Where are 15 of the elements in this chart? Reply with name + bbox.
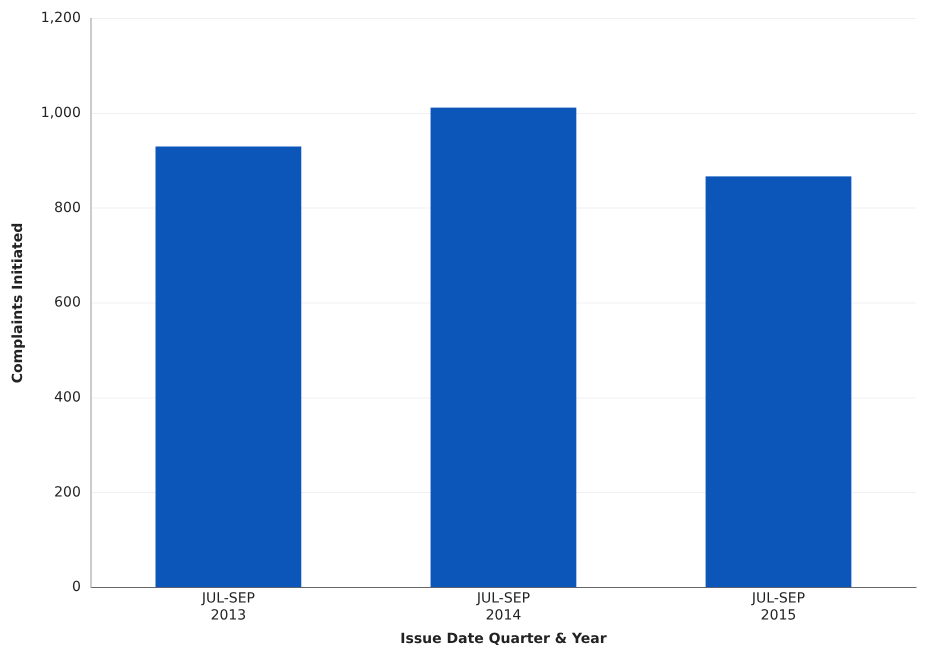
y-tick-label: 600 <box>54 294 81 311</box>
x-tick-label: JUL-SEP 2015 <box>750 590 806 624</box>
x-axis-title: Issue Date Quarter & Year <box>400 631 607 648</box>
y-tick-label: 0 <box>72 579 81 596</box>
y-axis-title: Complaints Initiated <box>10 222 26 384</box>
x-tick-label: JUL-SEP 2013 <box>200 590 255 624</box>
y-tick-label: 1,000 <box>40 104 81 121</box>
y-tick-label: 800 <box>54 200 81 216</box>
y-tick-label: 400 <box>54 390 81 406</box>
y-tick-label: 200 <box>54 484 81 500</box>
x-tick-label: JUL-SEP 2014 <box>476 590 530 624</box>
bar <box>430 108 576 588</box>
bar <box>156 146 302 588</box>
y-tick-label: 1,200 <box>40 10 81 26</box>
bar <box>706 176 852 588</box>
